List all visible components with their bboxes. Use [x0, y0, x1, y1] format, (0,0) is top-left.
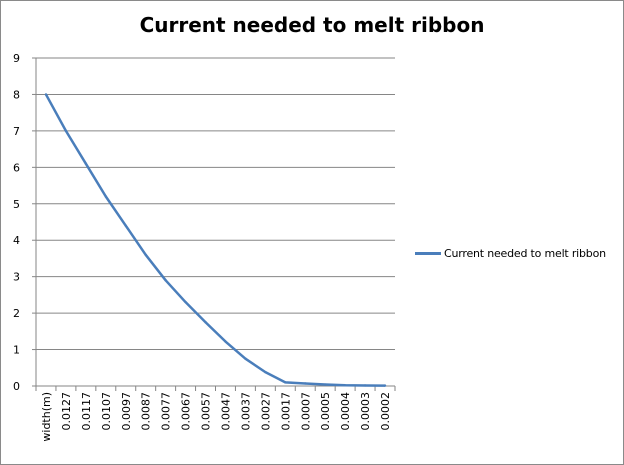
data-point: [84, 162, 88, 165]
x-tick-label: 0.0057: [200, 392, 213, 431]
x-tick-label: 0.0027: [259, 392, 272, 431]
x-tick-label: 0.0097: [120, 392, 133, 431]
y-tick-label: 7: [13, 125, 20, 138]
data-point: [244, 357, 247, 360]
x-tick-label: 0.0003: [359, 392, 372, 431]
legend-series-label: Current needed to melt ribbon: [444, 247, 606, 260]
data-point: [343, 384, 347, 387]
x-tick-label: 0.0067: [180, 392, 193, 431]
data-point: [224, 340, 227, 343]
x-tick-label: 0.0127: [60, 392, 73, 431]
data-point: [363, 384, 367, 387]
y-tick-label: 3: [13, 271, 20, 284]
data-point: [184, 300, 187, 304]
data-point: [264, 370, 267, 374]
data-point: [323, 383, 327, 386]
legend-line-swatch: [415, 252, 441, 255]
x-tick-label: 0.0017: [279, 392, 292, 431]
series-line: [44, 93, 386, 387]
y-tick-label: 4: [13, 234, 20, 247]
x-tick-label: 0.0117: [80, 392, 93, 431]
x-tick-label: width(m): [40, 392, 53, 442]
y-tick-label: 1: [13, 344, 20, 357]
x-tick-label: 0.0004: [339, 392, 352, 431]
data-point: [164, 279, 167, 282]
x-tick-label: 0.0087: [140, 392, 153, 431]
data-point: [124, 224, 127, 227]
x-tick-label: 0.0077: [160, 392, 173, 431]
data-point: [64, 129, 68, 133]
y-tick-label: 9: [13, 52, 20, 65]
chart-title: Current needed to melt ribbon: [139, 13, 485, 37]
data-point: [284, 381, 287, 384]
data-point: [144, 253, 147, 256]
x-tick-label: 0.0107: [100, 392, 113, 431]
data-point: [44, 93, 48, 96]
y-tick-label: 8: [13, 88, 20, 101]
y-tick-label: 0: [13, 380, 20, 393]
y-tick-label: 6: [13, 161, 20, 174]
chart-legend: Current needed to melt ribbon: [415, 247, 606, 260]
x-tick-label: 0.0047: [219, 392, 232, 431]
data-point: [304, 382, 307, 385]
data-point: [104, 195, 108, 198]
y-tick-label: 5: [13, 198, 20, 211]
x-tick-label: 0.0002: [379, 392, 392, 431]
data-point: [204, 321, 207, 324]
data-point: [383, 384, 387, 387]
y-tick-label: 2: [13, 307, 20, 320]
x-tick-label: 0.0005: [319, 392, 332, 431]
x-tick-label: 0.0037: [239, 392, 252, 431]
x-tick-label: 0.0007: [299, 392, 312, 431]
